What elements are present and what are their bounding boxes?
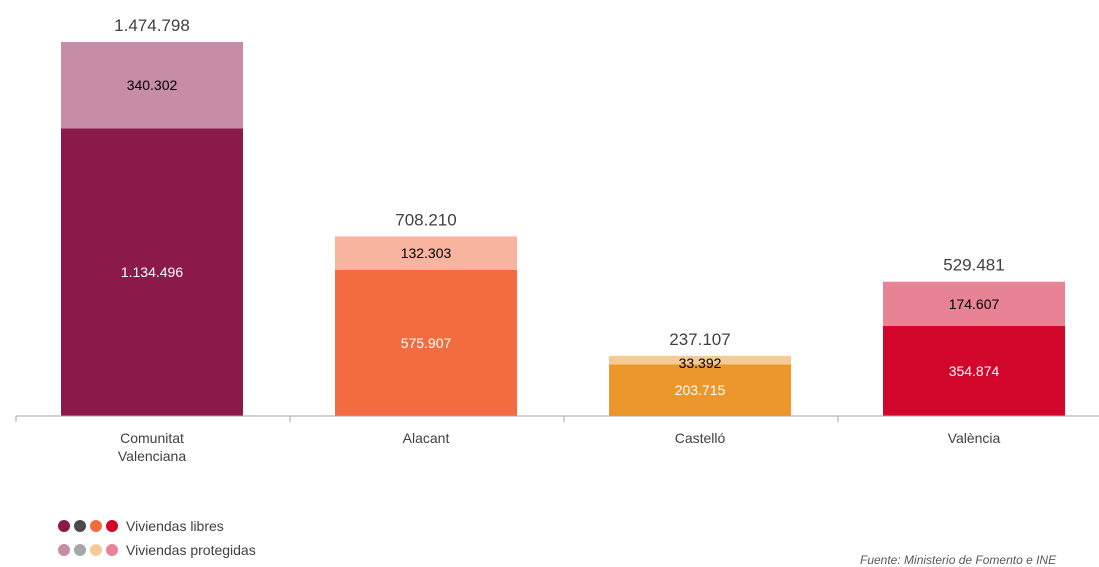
bar-protegidas-3 [883, 281, 1065, 327]
category-label-0: Comunitat Valenciana [118, 430, 186, 464]
legend-swatch-protegidas-1 [58, 544, 70, 556]
legend-swatch-libres-2 [74, 520, 86, 532]
legend-swatch-protegidas-2 [74, 544, 86, 556]
stacked-bar-chart: 1.134.496 340.302 1.474.798 Comunitat Valenc… [15, 16, 1099, 464]
category-label-2: Castelló [675, 430, 726, 446]
bar-libres-1 [335, 269, 517, 416]
bar-protegidas-1 [335, 236, 517, 270]
label-total-0: 1.474.798 [114, 16, 190, 35]
label-protegidas-0: 340.302 [127, 77, 178, 93]
label-libres-2: 203.715 [675, 382, 726, 398]
label-total-1: 708.210 [395, 210, 456, 229]
legend-swatch-protegidas-3 [90, 544, 102, 556]
label-libres-3: 354.874 [949, 363, 1000, 379]
legend: Viviendas libres Viviendas protegidas [58, 514, 256, 562]
legend-swatch-libres-1 [58, 520, 70, 532]
bar-protegidas-2 [609, 355, 791, 365]
source-note: Fuente: Ministerio de Fomento e INE [860, 553, 1057, 567]
label-protegidas-3: 174.607 [949, 296, 1000, 312]
label-libres-0: 1.134.496 [121, 264, 183, 280]
category-label-3: València [948, 430, 1001, 446]
legend-swatch-libres-3 [90, 520, 102, 532]
legend-swatch-libres-4 [106, 520, 118, 532]
legend-label-protegidas: Viviendas protegidas [126, 542, 256, 558]
legend-item-libres: Viviendas libres [58, 514, 256, 538]
label-total-2: 237.107 [669, 330, 730, 349]
legend-swatch-protegidas-4 [106, 544, 118, 556]
label-total-3: 529.481 [943, 256, 1004, 275]
bar-libres-3 [883, 326, 1065, 416]
bar-libres-0 [61, 128, 243, 416]
legend-item-protegidas: Viviendas protegidas [58, 538, 256, 562]
label-protegidas-1: 132.303 [401, 245, 452, 261]
bar-protegidas-0 [61, 42, 243, 129]
legend-label-libres: Viviendas libres [126, 518, 224, 534]
bar-libres-2 [609, 364, 791, 416]
label-protegidas-2: 33.392 [679, 355, 722, 371]
category-label-1: Alacant [403, 430, 450, 446]
label-libres-1: 575.907 [401, 335, 452, 351]
